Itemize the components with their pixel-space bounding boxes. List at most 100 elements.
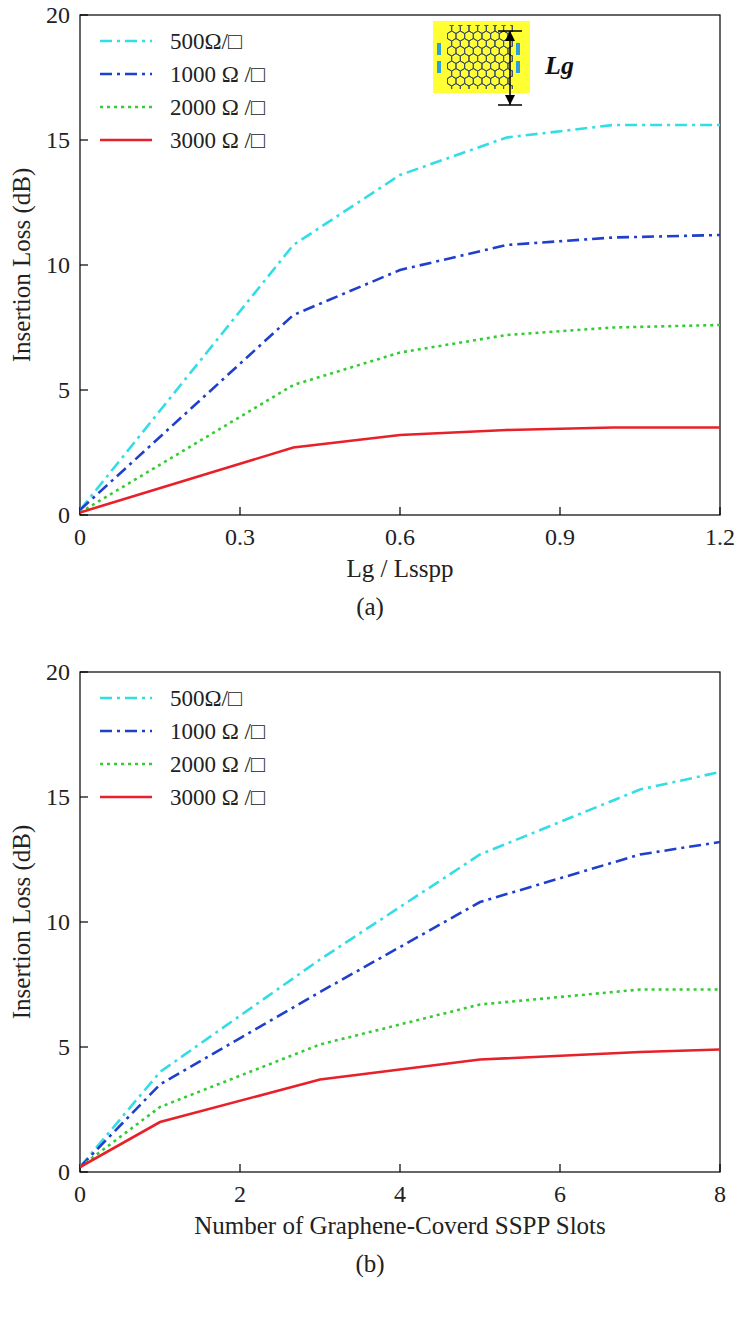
hexagon xyxy=(447,25,448,26)
y-tick xyxy=(80,14,88,15)
hexagon xyxy=(512,84,513,90)
panel-0: 00.30.60.91.205101520Lg / LssppInsertion… xyxy=(8,2,735,621)
dimension-arrow xyxy=(509,31,511,105)
hexagon xyxy=(452,84,461,90)
y-tick-label: 0 xyxy=(58,1159,70,1185)
hexagon xyxy=(512,25,513,34)
series-line xyxy=(80,772,720,1167)
x-tick xyxy=(399,507,400,515)
legend-swatch xyxy=(100,730,152,733)
legend-label: 1000 Ω /□ xyxy=(170,62,265,87)
legend-swatch xyxy=(100,796,152,799)
series-line xyxy=(80,428,720,513)
series-line xyxy=(80,990,720,1168)
y-tick xyxy=(80,514,88,515)
y-tick xyxy=(80,921,88,922)
inset: Lg xyxy=(433,16,574,105)
arrow-head xyxy=(505,95,515,105)
x-tick-label: 4 xyxy=(394,1181,406,1207)
arrow-head xyxy=(505,31,515,41)
x-tick-label: 2 xyxy=(234,1181,246,1207)
x-tick xyxy=(559,507,560,515)
graphene-lattice xyxy=(447,25,513,89)
x-tick xyxy=(399,1164,400,1172)
x-tick xyxy=(719,1164,720,1172)
slot-bar xyxy=(437,61,441,73)
hexagon xyxy=(512,69,513,79)
series-line xyxy=(80,125,720,510)
x-tick-label: 0 xyxy=(74,524,86,550)
y-tick-label: 20 xyxy=(46,659,70,685)
legend-label: 3000 Ω /□ xyxy=(170,785,265,810)
inset-label: Lg xyxy=(544,51,574,80)
series-group xyxy=(80,772,720,1167)
y-tick xyxy=(80,389,88,390)
legend-swatch xyxy=(100,697,152,700)
y-tick xyxy=(80,796,88,797)
hexagon xyxy=(460,84,469,90)
y-tick-label: 10 xyxy=(46,909,70,935)
legend-swatch xyxy=(100,763,152,766)
hexagon xyxy=(478,84,487,90)
slot-bar xyxy=(437,43,441,55)
y-tick xyxy=(80,671,88,672)
legend-label: 2000 Ω /□ xyxy=(170,95,265,120)
hexagon xyxy=(447,84,452,90)
x-tick xyxy=(559,1164,560,1172)
y-tick-label: 20 xyxy=(46,2,70,28)
legend: 500Ω/□ 1000 Ω /□ 2000 Ω /□ 3000 Ω /□ xyxy=(100,686,265,810)
legend-label: 2000 Ω /□ xyxy=(170,752,265,777)
y-tick-label: 15 xyxy=(46,784,70,810)
figure: 00.30.60.91.205101520Lg / LssppInsertion… xyxy=(0,0,750,1323)
y-tick xyxy=(80,139,88,140)
slot-bar xyxy=(516,61,520,73)
x-tick-label: 8 xyxy=(714,1181,726,1207)
legend-label: 1000 Ω /□ xyxy=(170,719,265,744)
slot-bar xyxy=(516,43,520,55)
y-tick-label: 15 xyxy=(46,127,70,153)
y-tick xyxy=(80,264,88,265)
series-line xyxy=(80,235,720,510)
y-tick-label: 5 xyxy=(58,1034,70,1060)
x-tick xyxy=(239,1164,240,1172)
legend-swatch xyxy=(100,40,152,43)
panel-caption: (a) xyxy=(356,593,384,621)
y-tick xyxy=(80,1171,88,1172)
series-line xyxy=(80,1050,720,1168)
x-tick xyxy=(719,507,720,515)
hexagon xyxy=(469,84,478,90)
legend-swatch xyxy=(100,73,152,76)
x-axis-title: Lg / Lsspp xyxy=(347,555,454,582)
y-axis-title: Insertion Loss (dB) xyxy=(8,825,36,1019)
x-tick-label: 0 xyxy=(74,1181,86,1207)
hexagon xyxy=(495,84,504,90)
legend-label: 500Ω/□ xyxy=(170,686,242,711)
hexagon xyxy=(504,84,513,90)
hexagon xyxy=(486,84,495,90)
panel-caption: (b) xyxy=(355,1250,384,1278)
y-tick xyxy=(80,1046,88,1047)
legend-swatch xyxy=(100,106,152,109)
x-tick-label: 1.2 xyxy=(705,524,735,550)
series-line xyxy=(80,325,720,513)
x-tick xyxy=(239,507,240,515)
x-tick-label: 0.9 xyxy=(545,524,575,550)
plot-frame xyxy=(80,15,720,515)
x-tick-label: 6 xyxy=(554,1181,566,1207)
legend-swatch xyxy=(100,139,152,142)
x-tick-label: 0.6 xyxy=(385,524,415,550)
series-group xyxy=(80,125,720,513)
legend-label: 500Ω/□ xyxy=(170,29,242,54)
panel-1: 0 2 4 6 8 0 5 10 15 20 Number of Graphene-Coverd S… xyxy=(8,659,726,1278)
legend-label: 3000 Ω /□ xyxy=(170,128,265,153)
y-axis-title: Insertion Loss (dB) xyxy=(8,168,36,362)
y-tick-label: 10 xyxy=(46,252,70,278)
plot-frame xyxy=(80,672,720,1172)
legend: 500Ω/□ 1000 Ω /□ 2000 Ω /□ 3000 Ω /□ xyxy=(100,29,265,153)
x-axis-title: Number of Graphene-Coverd SSPP Slots xyxy=(194,1212,606,1239)
y-tick-label: 0 xyxy=(58,502,70,528)
y-tick-label: 5 xyxy=(58,377,70,403)
series-line xyxy=(80,842,720,1167)
hexagon xyxy=(512,54,513,64)
inset-bg xyxy=(433,21,530,93)
